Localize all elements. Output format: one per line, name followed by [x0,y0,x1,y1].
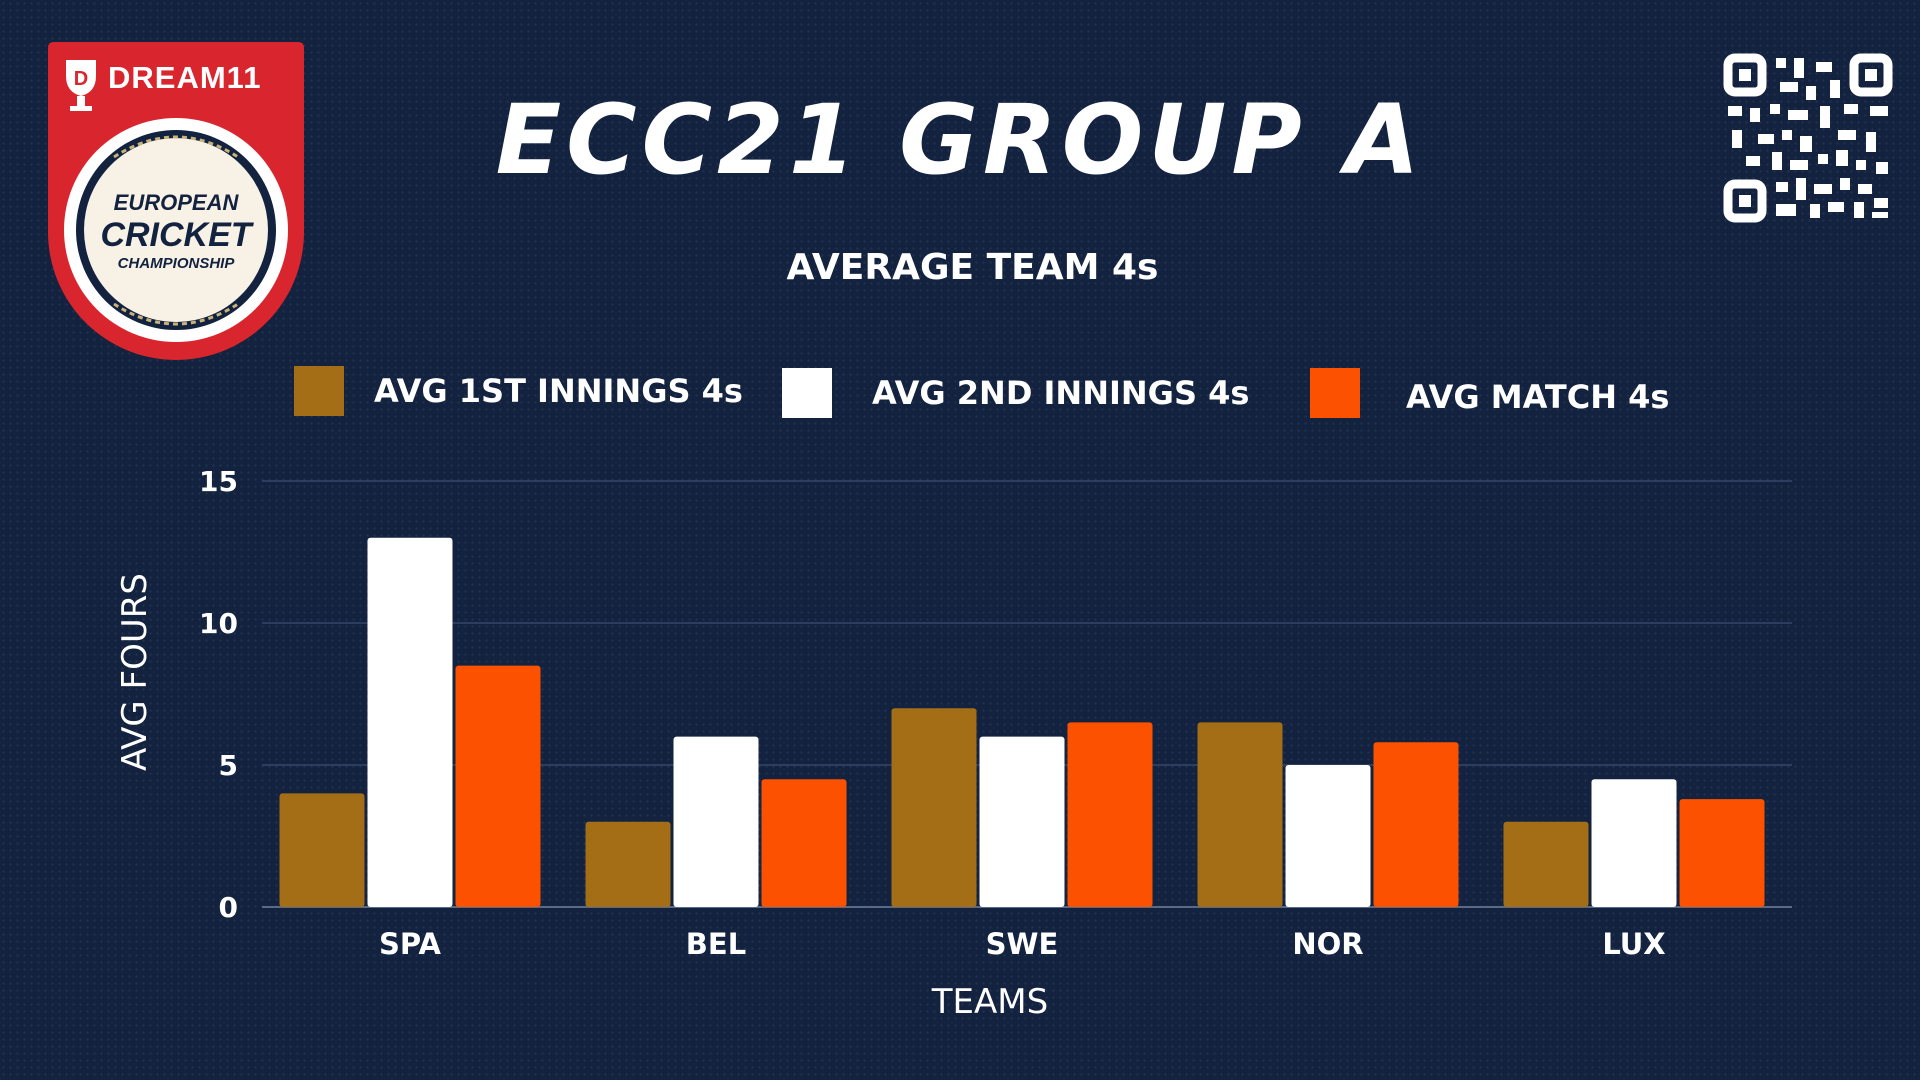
y-tick-label: 15 [199,465,238,498]
bar-swe-series-3 [1067,722,1153,907]
bar-bel-series-3 [761,779,847,907]
x-tick-label: BEL [686,927,746,961]
bar-bel-series-1 [585,821,671,907]
bar-nor-series-3 [1373,742,1459,907]
x-tick-label: SWE [986,927,1059,961]
x-tick-label: SPA [379,927,441,961]
logo-text-european: EUROPEAN [114,190,240,215]
svg-text:D: D [74,68,88,90]
y-tick-label: 5 [219,749,238,782]
bar-spa-series-2 [367,537,453,907]
chart-subtitle: AVERAGE TEAM 4s [786,247,1159,288]
bar-nor-series-1 [1197,722,1283,907]
bar-bel-series-2 [673,736,759,907]
bar-lux-series-2 [1591,779,1677,907]
dream11-icon: D [66,60,96,111]
chart-title: ECC21 GROUP A [495,84,1425,196]
logo-text-cricket: CRICKET [100,216,254,254]
bar-lux-series-1 [1503,821,1589,907]
logo-text-championship: CHAMPIONSHIP [118,255,236,272]
legend-swatch [294,366,344,416]
legend-swatch [782,368,832,418]
legend-label: AVG 2ND INNINGS 4s [872,374,1250,412]
x-tick-label: LUX [1602,927,1665,961]
legend-item-match: AVG MATCH 4s [1310,368,1669,418]
legend-item-2nd-innings: AVG 2ND INNINGS 4s [782,368,1249,418]
bar-nor-series-2 [1285,765,1371,907]
legend-label: AVG MATCH 4s [1406,378,1670,416]
legend-swatch [1310,368,1360,418]
legend-label: AVG 1ST INNINGS 4s [374,372,743,410]
x-tick-label: NOR [1292,927,1363,961]
ecc-logo: D DREAM11 EUROPEAN CRICKET CHAMPIONSHIP [48,42,304,360]
y-tick-label: 10 [199,607,238,640]
y-axis-label: AVG FOURS [115,573,155,771]
qr-code-icon [1723,53,1893,223]
bar-swe-series-1 [891,708,977,907]
bar-swe-series-2 [979,736,1065,907]
sponsor-logo-text: DREAM11 [108,60,261,95]
x-axis-label: TEAMS [931,982,1048,1022]
bar-lux-series-3 [1679,799,1765,907]
bar-spa-series-3 [455,665,541,907]
bar-spa-series-1 [279,793,365,907]
y-tick-label: 0 [219,891,238,924]
legend-item-1st-innings: AVG 1ST INNINGS 4s [294,366,743,416]
